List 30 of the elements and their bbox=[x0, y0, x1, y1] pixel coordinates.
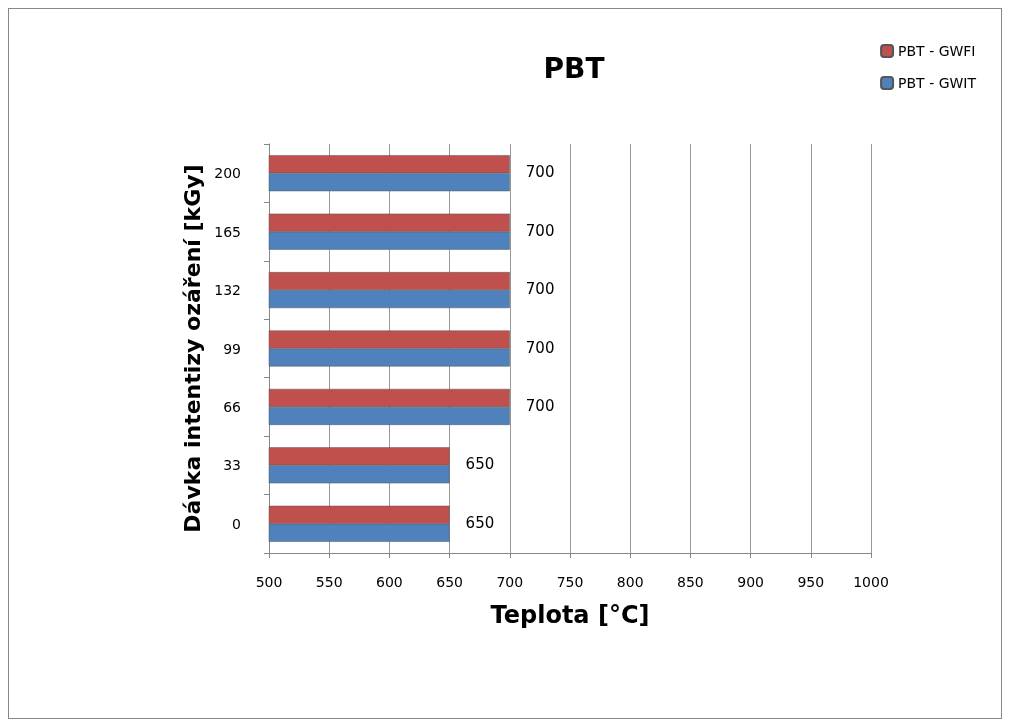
x-tick-label: 500 bbox=[255, 574, 283, 590]
chart-title: PBT bbox=[543, 51, 605, 85]
data-label: 650 bbox=[465, 513, 495, 532]
y-axis-title: Dávka intentizy ozáření [kGy] bbox=[179, 164, 205, 533]
y-tick-label: 0 bbox=[232, 515, 241, 532]
data-label: 700 bbox=[525, 280, 555, 299]
x-tick-label: 750 bbox=[556, 574, 584, 590]
y-tick-label: 200 bbox=[214, 165, 241, 182]
x-axis-title: Teplota [°C] bbox=[490, 601, 650, 629]
x-tick-label: 550 bbox=[315, 574, 343, 590]
x-tick-label: 950 bbox=[797, 574, 825, 590]
y-tick-label: 33 bbox=[223, 457, 241, 474]
y-tick-label: 66 bbox=[223, 398, 242, 415]
x-tick-label: 900 bbox=[737, 574, 764, 590]
x-tick-label: 700 bbox=[496, 574, 524, 590]
data-label: 700 bbox=[525, 396, 555, 415]
y-tick-label: 165 bbox=[214, 223, 241, 240]
data-label: 700 bbox=[525, 221, 555, 240]
x-tick-label: 850 bbox=[677, 574, 704, 590]
legend-label: PBT - GWFI bbox=[898, 43, 976, 59]
data-label: 650 bbox=[465, 455, 495, 474]
x-tick-label: 600 bbox=[376, 574, 403, 590]
x-tick-label: 1000 bbox=[853, 574, 889, 590]
x-tick-label: 800 bbox=[616, 574, 644, 590]
x-tick-label: 650 bbox=[436, 574, 463, 590]
data-label: 700 bbox=[525, 163, 555, 182]
y-tick-label: 99 bbox=[223, 340, 241, 357]
y-tick-label: 132 bbox=[214, 282, 241, 299]
data-label: 700 bbox=[525, 338, 555, 357]
legend-label: PBT - GWIT bbox=[898, 75, 977, 91]
